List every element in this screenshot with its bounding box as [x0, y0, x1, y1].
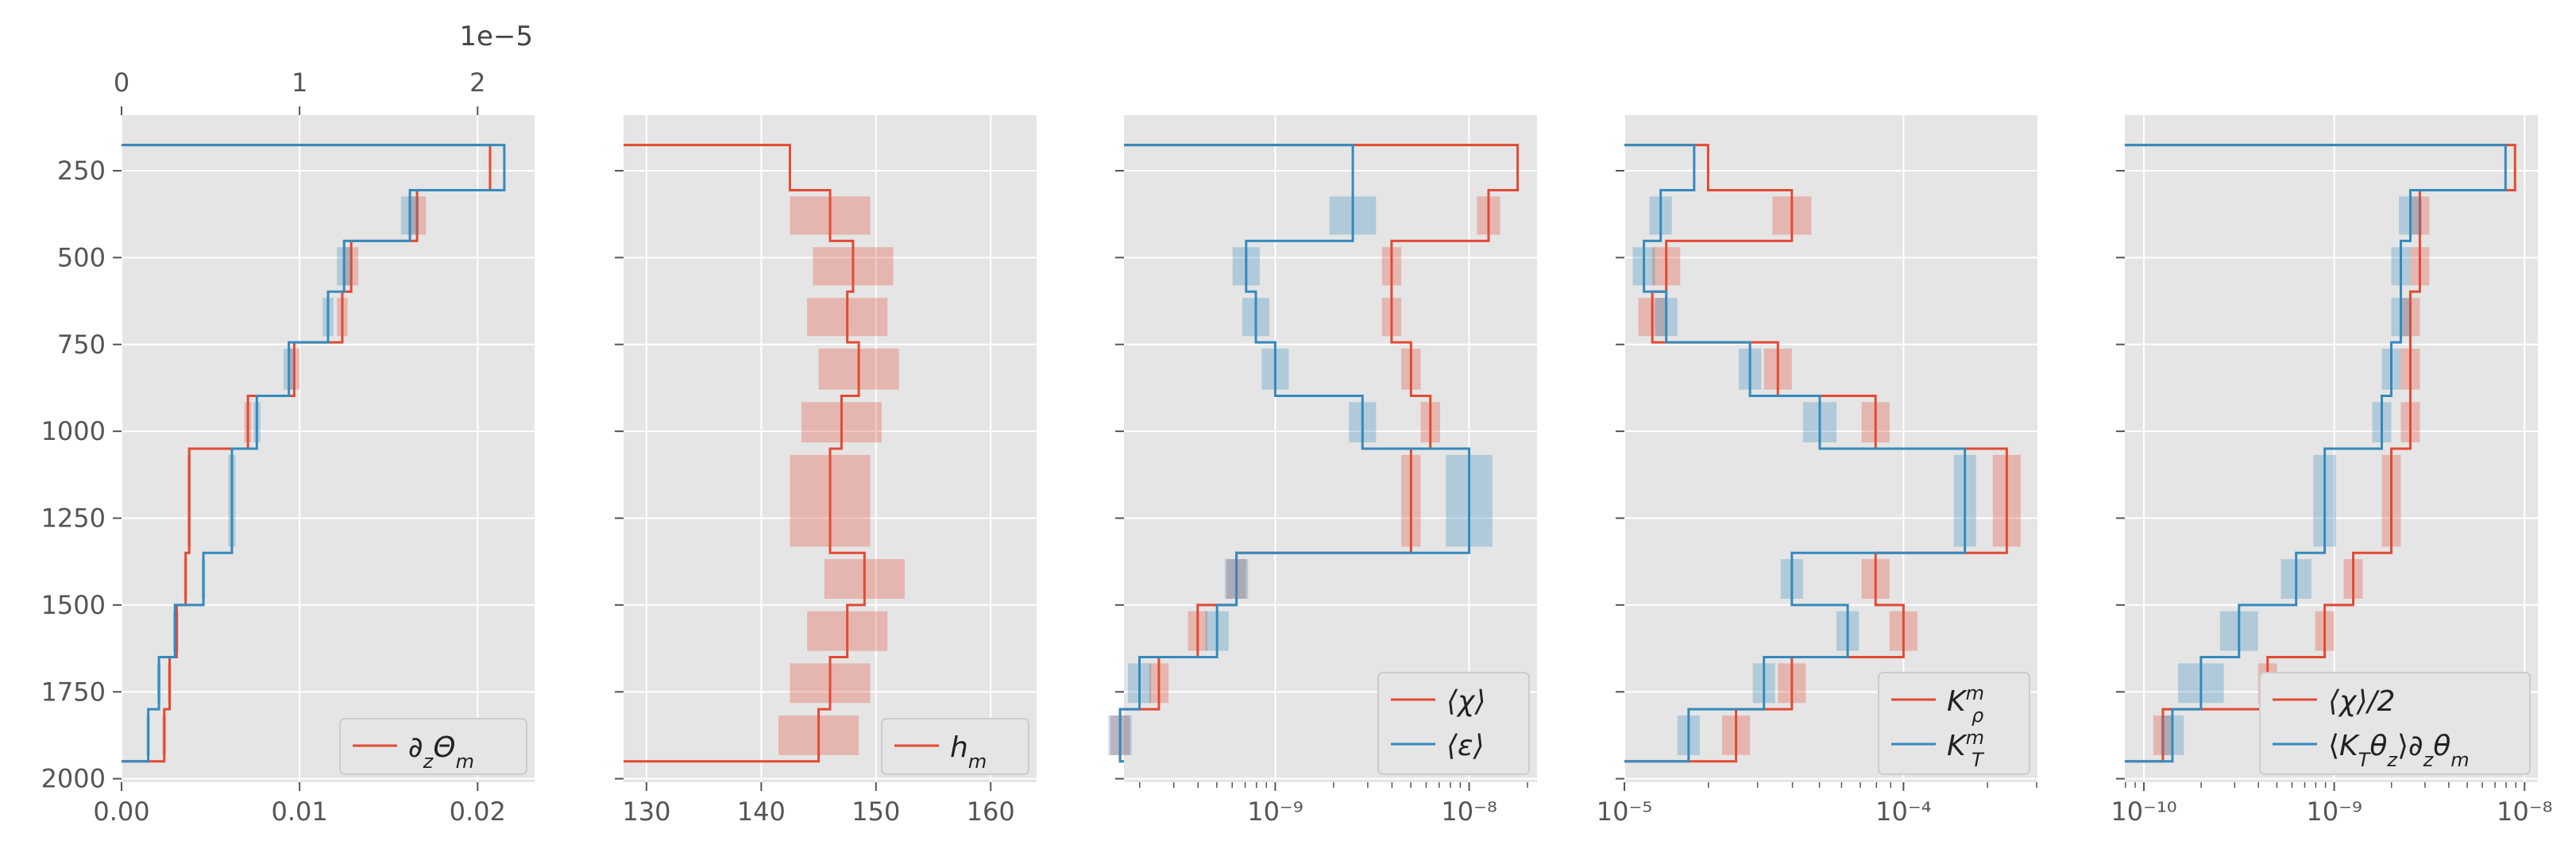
x-tick-label: 0.00	[93, 796, 149, 827]
legend-label: ⟨χ⟩/2	[2328, 685, 2395, 718]
panel-dissipation: 10⁻⁹ 10⁻⁸ ⟨χ⟩ ⟨ε⟩	[1108, 115, 1537, 827]
legend-label: ⟨KTθz⟩∂zθm	[2328, 730, 2470, 771]
x-tick-label: 130	[622, 796, 670, 827]
y-tick-label: 500	[57, 242, 106, 272]
x-tick-label: 150	[852, 796, 900, 827]
legend-box	[339, 718, 527, 775]
series-0	[1624, 144, 2021, 763]
series-line	[1624, 144, 2008, 763]
legend-label: hm	[950, 731, 987, 773]
legend-label: ⟨χ⟩	[1446, 685, 1485, 718]
legend-label: ∂zΘm	[408, 731, 474, 773]
x-tick-label: 10⁻⁸	[1441, 796, 1497, 827]
y-tick-label: 250	[57, 156, 106, 186]
series-0	[122, 144, 492, 763]
legend: ⟨χ⟩ ⟨ε⟩	[1377, 672, 1530, 775]
legend-box	[2259, 672, 2531, 775]
legend: ∂zΘm	[339, 718, 527, 775]
x-tick-label: 10⁻⁵	[1597, 796, 1652, 827]
series-line	[1118, 144, 1471, 763]
y-tick-label: 1750	[41, 677, 106, 707]
series-1	[122, 144, 506, 763]
legend: ⟨χ⟩/2 ⟨KTθz⟩∂zθm	[2259, 672, 2531, 775]
series-1	[2125, 144, 2507, 763]
series-1	[1624, 144, 1976, 763]
panel-diffusivity: 10⁻⁵ 10⁻⁴ Km ρKm T	[1597, 115, 2037, 827]
x-tick-label: 10⁻⁹	[1247, 796, 1303, 827]
legend-box	[1878, 672, 2030, 775]
legend-label: Km ρ	[1947, 682, 1984, 727]
top-x-tick-label: 2	[469, 67, 485, 98]
y-tick-label: 750	[57, 330, 106, 360]
top-x-tick-label: 1	[292, 67, 307, 98]
y-tick-label: 1250	[41, 503, 106, 534]
panel-balance: 10⁻¹⁰ 10⁻⁹ 10⁻⁸ ⟨χ⟩/2 ⟨KTθz⟩∂zθm	[2111, 115, 2552, 827]
series-line	[122, 144, 506, 763]
panel-mixed-layer: 130 140 150 160 hm	[615, 115, 1037, 827]
y-tick-label: 1500	[41, 590, 106, 620]
x-tick-label: 10⁻⁸	[2497, 796, 2552, 827]
x-tick-label: 0.01	[272, 796, 328, 827]
x-tick-label: 160	[967, 796, 1015, 827]
legend-box	[1377, 672, 1530, 775]
series-line	[624, 144, 866, 763]
legend-label: Km T	[1947, 727, 1985, 771]
legend-box	[881, 718, 1029, 775]
y-tick-label: 2000	[41, 764, 106, 794]
x-tick-label: 10⁻⁴	[1875, 796, 1931, 827]
series-line	[122, 144, 492, 763]
series-0	[624, 144, 905, 763]
series-line	[2125, 144, 2507, 763]
x-tick-label: 10⁻¹⁰	[2111, 796, 2176, 827]
series-1	[1108, 144, 1493, 763]
top-x-tick-label: 0	[114, 67, 129, 98]
legend-label: ⟨ε⟩	[1446, 730, 1485, 762]
panel-gradient: 0.00 0.01 0.02 250 500 750 1000 1250 1500 1750 200…	[41, 21, 535, 827]
legend: Km ρKm T	[1878, 672, 2030, 775]
plot-area	[122, 115, 535, 782]
x-tick-label: 0.02	[450, 796, 506, 827]
top-axis-offset-label: 1e−5	[459, 21, 533, 52]
series-line	[1624, 144, 1967, 763]
y-tick-label: 1000	[41, 416, 106, 446]
x-tick-label: 140	[737, 796, 786, 827]
x-tick-label: 10⁻⁹	[2306, 796, 2362, 827]
legend: hm	[881, 718, 1029, 775]
